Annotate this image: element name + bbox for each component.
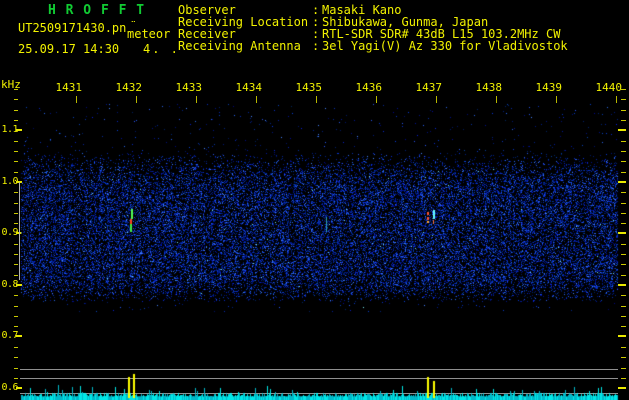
y-minor-tick-right: [621, 326, 626, 327]
y-minor-tick-left: [14, 223, 18, 224]
meta-row-3: Receiving Antenna:3el Yagi(V) Az 330 for…: [178, 40, 568, 52]
y-minor-tick-right: [621, 151, 626, 152]
meta-value: 3el Yagi(V) Az 330 for Vladivostok: [322, 39, 568, 53]
y-major-tick-right: [618, 232, 626, 234]
y-tick-label-0.8: 0.8: [1, 279, 18, 290]
y-major-tick-left: [16, 335, 22, 337]
y-minor-tick-left: [14, 378, 18, 379]
y-major-tick-right: [618, 129, 626, 131]
y-minor-tick-right: [621, 264, 626, 265]
station-metadata: Observer: Masaki Kano Receiving Location: S…: [178, 4, 568, 52]
y-minor-tick-right: [621, 213, 626, 214]
y-minor-tick-left: [14, 254, 18, 255]
y-major-tick-right: [618, 181, 626, 183]
y-axis-unit-label: kHz: [1, 78, 21, 91]
y-minor-tick-left: [14, 244, 18, 245]
y-major-tick-left: [16, 129, 22, 131]
y-tick-label-1.1: 1.1: [1, 124, 18, 135]
app-title: H R O F F T: [48, 3, 146, 18]
y-minor-tick-left: [14, 213, 18, 214]
y-minor-tick-right: [621, 89, 626, 90]
capture-filename: UT2509171430.pn: [18, 21, 127, 35]
y-minor-tick-right: [621, 161, 626, 162]
meta-value: Shibukawa, Gunma, Japan: [322, 15, 489, 29]
y-minor-tick-right: [621, 244, 626, 245]
y-major-tick-right: [618, 387, 626, 389]
meta-separator: :: [312, 39, 320, 53]
y-minor-tick-right: [621, 120, 626, 121]
meta-separator: :: [312, 3, 320, 17]
y-minor-tick-right: [621, 141, 626, 142]
y-tick-label-0.7: 0.7: [1, 330, 18, 341]
y-minor-tick-right: [621, 368, 626, 369]
meta-label: Receiving Antenna: [178, 39, 301, 53]
y-minor-tick-left: [14, 295, 18, 296]
meta-label: Receiver: [178, 27, 236, 41]
y-minor-tick-right: [621, 295, 626, 296]
y-minor-tick-right: [621, 192, 626, 193]
y-minor-tick-left: [14, 192, 18, 193]
meta-row-0: Observer: Masaki Kano: [178, 4, 568, 16]
y-minor-tick-left: [14, 89, 18, 90]
y-minor-tick-left: [14, 326, 18, 327]
meta-label: Receiving Location: [178, 15, 309, 29]
y-minor-tick-left: [14, 275, 18, 276]
y-minor-tick-left: [14, 151, 18, 152]
y-minor-tick-right: [621, 172, 626, 173]
y-tick-label-1.0: 1.0: [1, 176, 18, 187]
y-major-tick-right: [618, 335, 626, 337]
y-minor-tick-right: [621, 275, 626, 276]
meta-row-2: Receiver: RTL-SDR SDR# 43dB L15 103.2MHz …: [178, 28, 568, 40]
y-minor-tick-left: [14, 368, 18, 369]
y-minor-tick-left: [14, 347, 18, 348]
overlap-artifact: ¨: [130, 19, 137, 32]
y-minor-tick-left: [14, 172, 18, 173]
y-minor-tick-left: [14, 357, 18, 358]
spectrogram-canvas: [20, 84, 620, 400]
y-minor-tick-right: [621, 203, 626, 204]
y-major-tick-right: [618, 284, 626, 286]
y-minor-tick-left: [14, 141, 18, 142]
echo-count: 4. .: [143, 42, 180, 56]
y-minor-tick-right: [621, 223, 626, 224]
meta-separator: :: [312, 15, 320, 29]
station-name: meteor: [127, 27, 171, 41]
y-minor-tick-left: [14, 161, 18, 162]
meta-row-1: Receiving Location: Shibukawa, Gunma, Jap…: [178, 16, 568, 28]
y-minor-tick-right: [621, 316, 626, 317]
y-minor-tick-right: [621, 357, 626, 358]
y-major-tick-left: [16, 284, 22, 286]
y-minor-tick-left: [14, 316, 18, 317]
meta-separator: :: [312, 27, 320, 41]
meta-value: Masaki Kano: [322, 3, 402, 17]
y-tick-label-0.6: 0.6: [1, 382, 18, 393]
y-minor-tick-right: [621, 347, 626, 348]
y-minor-tick-right: [621, 378, 626, 379]
meta-label: Observer: [178, 3, 236, 17]
y-minor-tick-left: [14, 99, 18, 100]
y-minor-tick-right: [621, 110, 626, 111]
y-minor-tick-left: [14, 120, 18, 121]
y-minor-tick-left: [14, 306, 18, 307]
y-major-tick-left: [16, 387, 22, 389]
y-minor-tick-left: [14, 203, 18, 204]
y-minor-tick-right: [621, 306, 626, 307]
y-minor-tick-left: [14, 110, 18, 111]
y-minor-tick-right: [621, 254, 626, 255]
y-minor-tick-left: [14, 264, 18, 265]
y-minor-tick-right: [621, 99, 626, 100]
band-marker-line: [19, 182, 20, 280]
observation-datetime: 25.09.17 14:30: [18, 42, 120, 56]
y-tick-label-0.9: 0.9: [1, 227, 18, 238]
meta-value: RTL-SDR SDR# 43dB L15 103.2MHz CW: [322, 27, 561, 41]
